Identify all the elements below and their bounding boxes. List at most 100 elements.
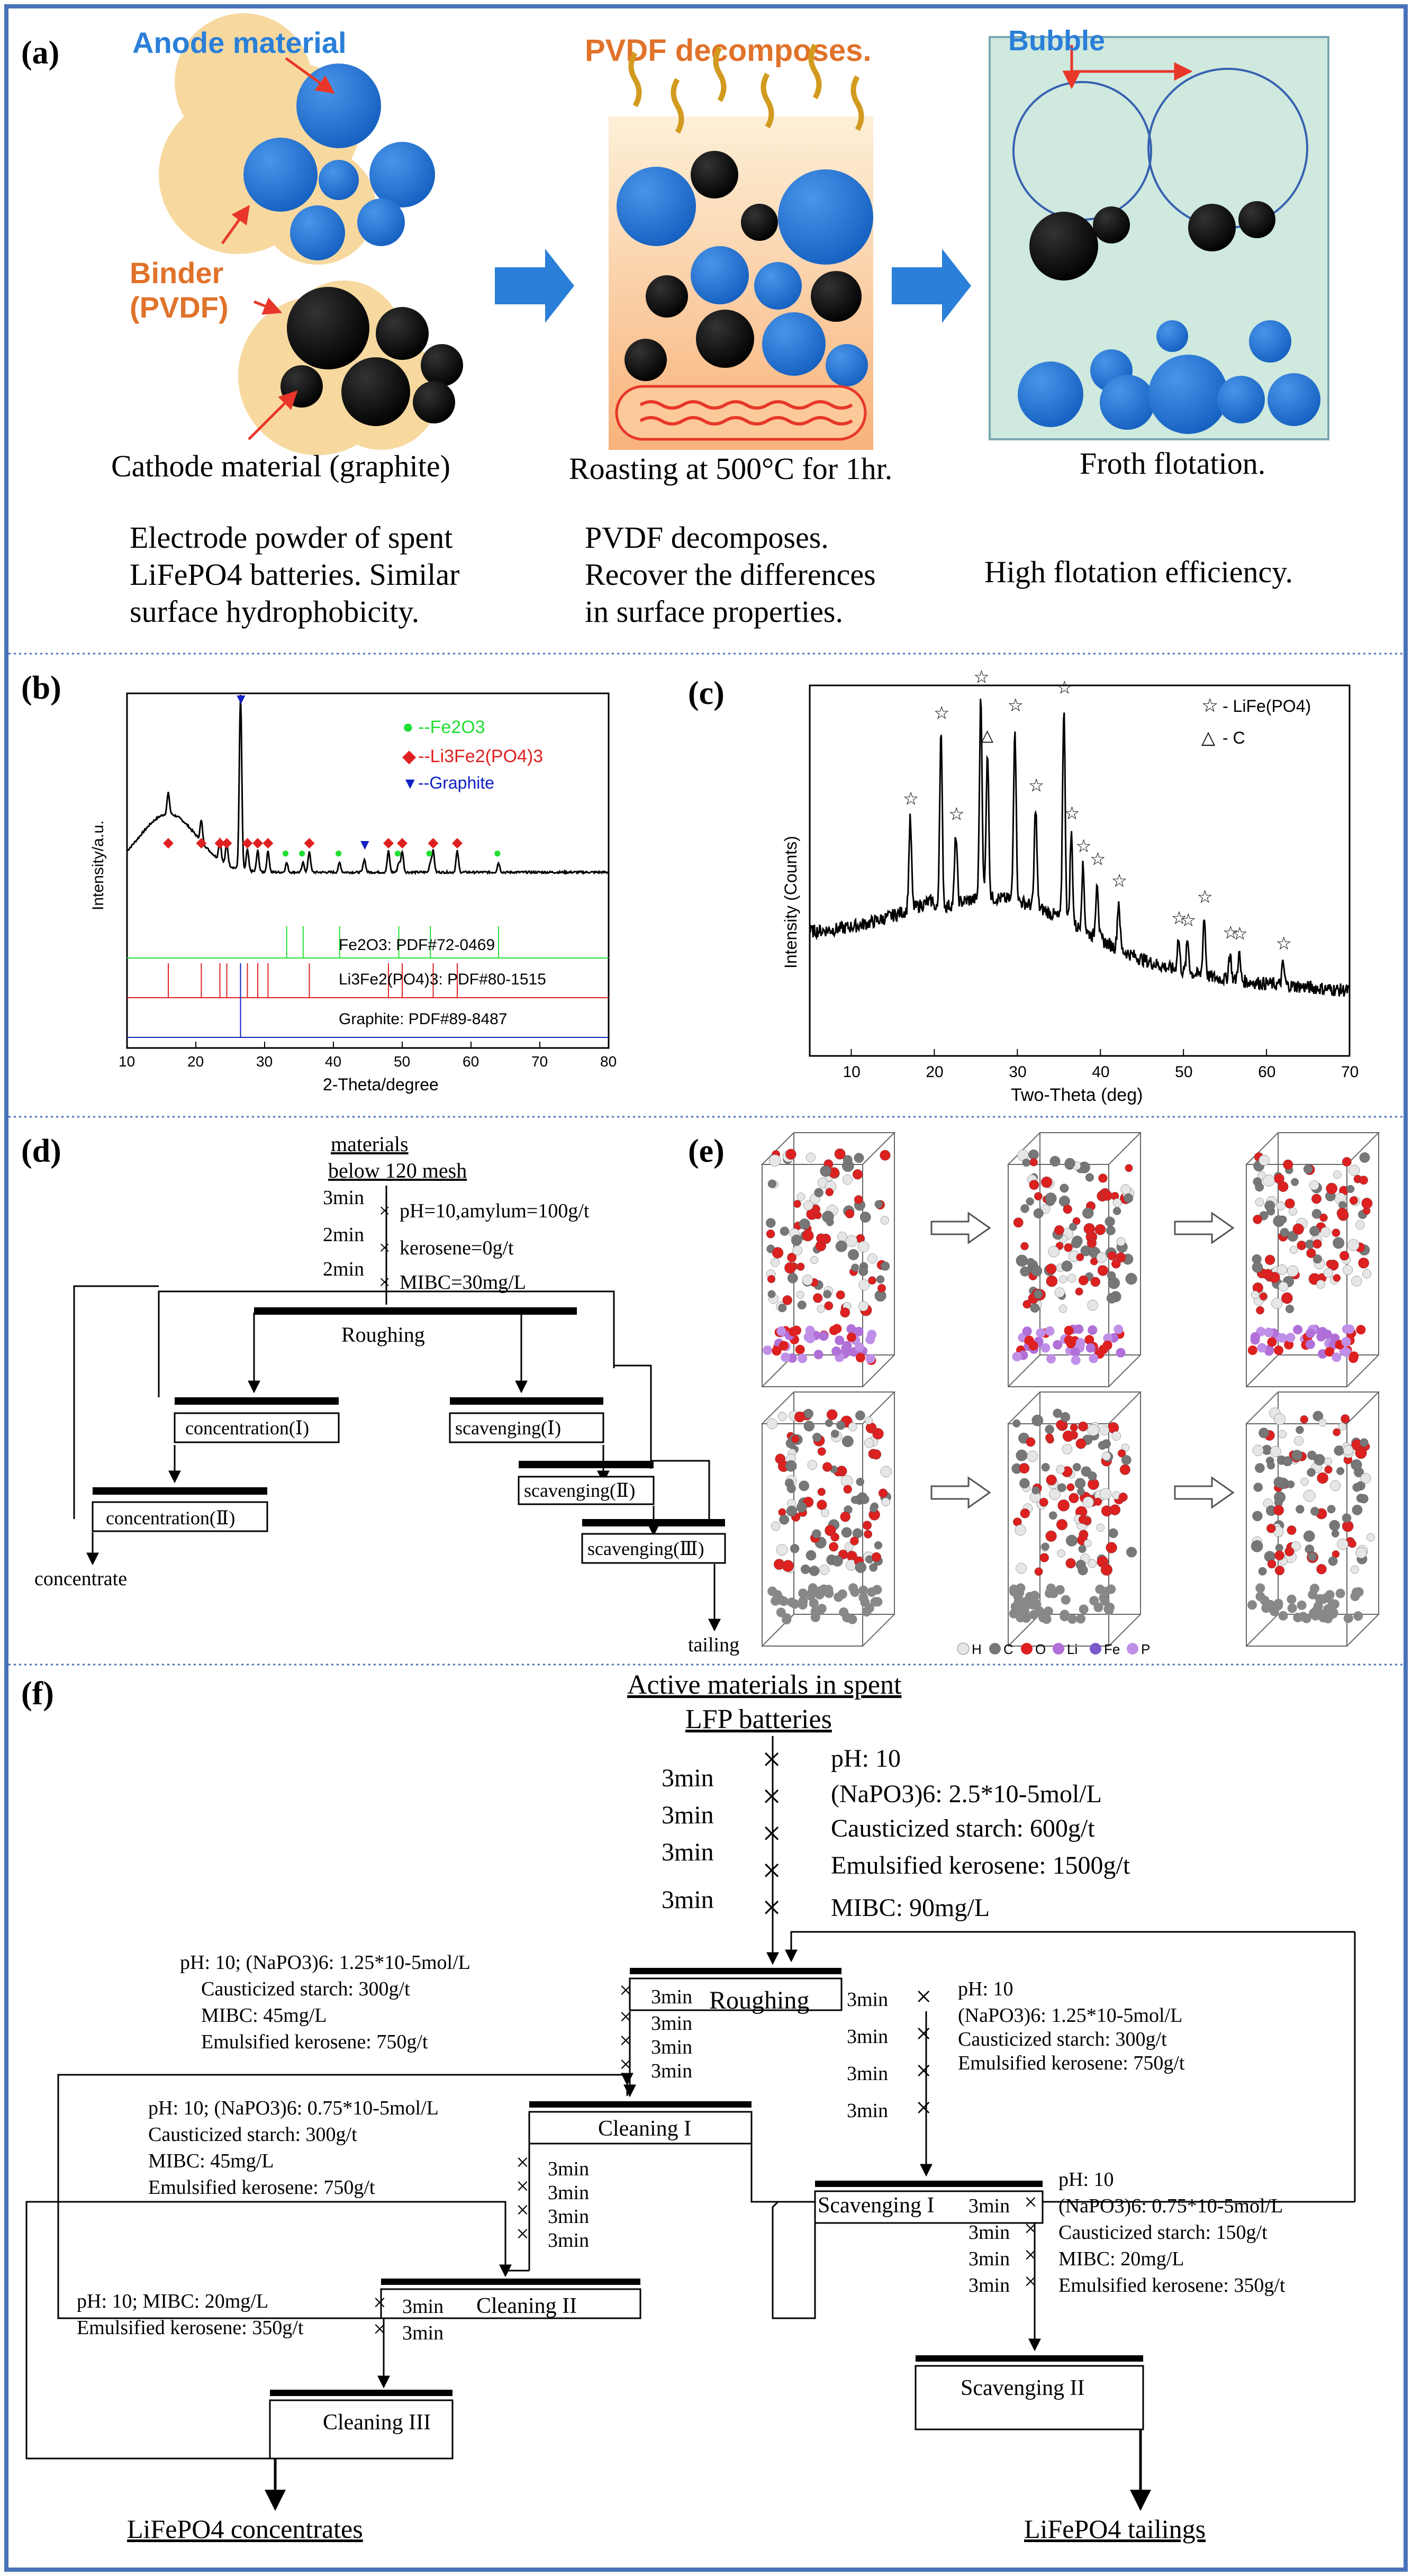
xrd-c-xlabel: Two-Theta (deg) [1011,1085,1143,1105]
scav-time: 3min [969,2248,1010,2270]
desc-1-line-2: LiFePO4 batteries. Similar [130,557,459,592]
scav1-tail-line [772,2201,816,2319]
molecule-atom [817,1499,827,1510]
molecule-atom [1270,1446,1281,1457]
surface-atom [805,1325,815,1335]
molecule-atom [1088,1559,1097,1568]
molecule-atom [1106,1292,1117,1304]
surface-atom [855,1353,865,1363]
molecule-atom [1355,1220,1365,1230]
molecule-atom [1031,1486,1040,1495]
scav-time: 3min [969,2221,1010,2244]
concentrates-label: LiFePO4 concentrates [127,2514,363,2544]
surface-atom [1335,1588,1345,1598]
molecule-atom [1069,1493,1079,1504]
molecule-atom [823,1290,832,1299]
scav1-box [814,2190,1044,2224]
panel-b: (b) ◆ ◆ ◆◆ ◆ ◆ ◆ ◆ ◆ ◆ ◆ ◆● ● ● ● ● ●▼▼ 10 20 30 40 50 60 70 8… [21,670,617,1094]
xrd-b-pattern [126,694,610,875]
x-tick-label: 60 [1258,1063,1275,1081]
molecule-atom [1082,1207,1094,1219]
molecule-atom [880,1261,890,1271]
cleaning-time: 3min [548,2158,589,2180]
molecule-atom [796,1262,805,1271]
surface-atom [1356,1325,1366,1335]
surface-atom [1329,1599,1339,1609]
reagent-note: Emulsified kerosene: 350g/t [77,2317,304,2339]
molecule-atom [1253,1483,1263,1492]
reagent-note: pH: 10; MIBC: 20mg/L [77,2290,268,2312]
surface-atom [1274,1345,1283,1355]
anode-particle [754,262,802,310]
surface-atom [795,1344,805,1354]
reagent-x: × [373,2290,386,2316]
surface-atom [788,1327,798,1336]
snapshot-arrow [1174,1476,1235,1509]
lifepo4-peak-marker: ☆ [934,703,949,723]
legend-fe2o3-marker: ● [402,716,414,737]
molecule-atom [1300,1477,1309,1486]
md-snapshot [761,1391,896,1647]
surface-atom [855,1342,865,1352]
scav2-bar [916,2355,1143,2362]
roughing-time: 3min [651,1986,692,2008]
surface-atom [1088,1325,1098,1335]
process-arrow-2 [892,249,971,323]
molecule-atom [767,1290,776,1298]
molecule-atom [1252,1262,1263,1273]
molecule-atom [1059,1275,1067,1284]
cathode-particle [1188,204,1236,251]
roughing-time: 3min [847,2100,888,2122]
molecule-atom [1056,1420,1066,1430]
molecule-atom [1351,1459,1362,1471]
molecule-atom [1267,1559,1277,1569]
surface-atom [1293,1325,1303,1335]
scav-time: 3min [969,2274,1010,2297]
molecule-atom [1033,1289,1043,1299]
cleaning-time: 3min [548,2229,589,2252]
xrd-c-plot-area [809,684,1351,1057]
molecule-atom [1078,1545,1087,1553]
cleaning3-label: Cleaning III [323,2410,431,2435]
molecule-atom [1049,1488,1061,1500]
surface-atom [858,1585,868,1595]
molecule-atom [1121,1455,1132,1465]
legend-star-name: - LiFe(PO4) [1223,697,1311,716]
surface-atom [1075,1338,1085,1348]
atom-legend-fe-label: Fe [1104,1641,1120,1657]
feed-title-2: LFP batteries [685,1704,832,1734]
graphite-peak-marker: ▼ [358,837,373,853]
surface-atom [1045,1326,1055,1336]
molecule-atom [1078,1565,1088,1576]
surface-atom [1074,1324,1084,1334]
molecule-atom [796,1502,807,1513]
molecule-atom [1098,1173,1108,1183]
panel-b-label: (b) [21,670,61,706]
molecule-atom [794,1411,805,1423]
gas-wisp [761,73,774,129]
molecule-atom [836,1421,846,1430]
molecule-atom [1013,1217,1024,1228]
molecule-atom [831,1430,839,1438]
atom-legend-li-label: Li [1067,1641,1078,1657]
lifepo4-peak-marker: ☆ [948,805,964,824]
anode-particle [762,312,826,376]
molecule-atom [1061,1260,1073,1272]
molecule-atom [1056,1465,1065,1474]
molecule-atom [1255,1182,1264,1192]
molecule-atom [1278,1430,1287,1439]
molecule-atom [1281,1292,1293,1304]
molecule-atom [1324,1465,1333,1474]
molecule-atom [1019,1478,1030,1489]
main-reagents: × pH: 10 3min × (NaPO3)6: 2.5*10-5mol/L … [662,1740,1130,1926]
reagent-note: Emulsified kerosene: 750g/t [201,2031,428,2053]
surface-atom [823,1585,834,1595]
molecule-atom [824,1301,834,1310]
molecule-atom [1106,1542,1117,1553]
lifepo4-peak-marker: ☆ [903,789,919,809]
snapshot-arrow [930,1476,991,1509]
molecule-atom [766,1229,775,1239]
lifepo4-peak-marker: ☆ [1064,804,1080,824]
surface-atom [1305,1339,1315,1349]
molecule-atom [1093,1497,1102,1506]
